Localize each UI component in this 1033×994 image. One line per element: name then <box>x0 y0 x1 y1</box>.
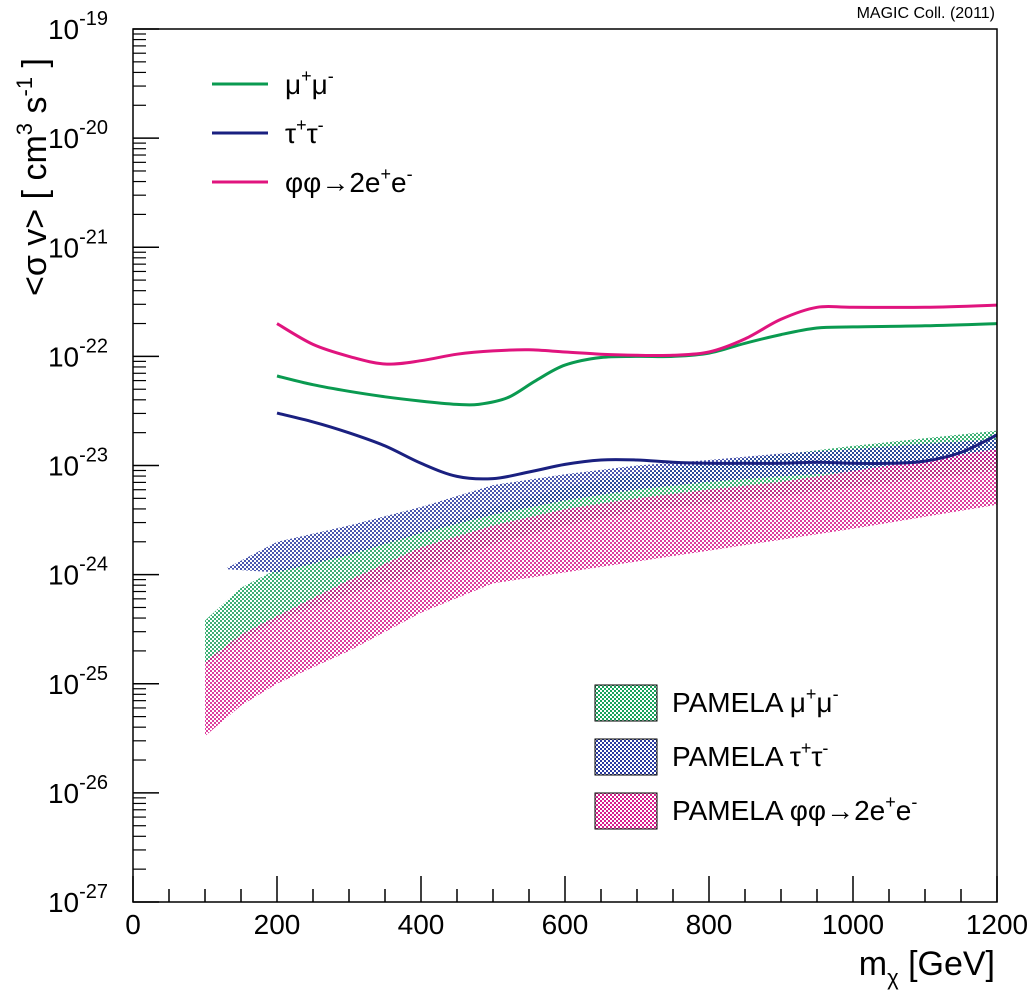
series-1-line <box>276 322 997 407</box>
y-tick-label: 10-20 <box>48 117 108 154</box>
y-tick-label: 10-21 <box>48 226 108 263</box>
x-tick-label: 1000 <box>822 909 884 940</box>
x-tick-label: 0 <box>125 909 141 940</box>
legend-label-line-1: μ+μ- <box>285 66 334 100</box>
series-2-line <box>276 411 997 481</box>
y-axis-title: <σ v> [ cm3 s-1 ] <box>12 58 54 296</box>
band-2-area <box>226 439 997 573</box>
bands-layer <box>205 430 997 737</box>
legend-label-band-2: PAMELA τ+τ- <box>672 738 828 772</box>
legend-label-band-3: PAMELA φφ→2e+e- <box>672 792 917 826</box>
lines-layer <box>276 303 997 481</box>
legend-label-band-1: PAMELA μ+μ- <box>672 684 839 718</box>
y-axis: 10-27 10-26 10-25 10-24 10-23 10-22 10-21 10-20… <box>48 8 159 918</box>
y-tick-label: 10-22 <box>48 335 108 372</box>
x-axis: 0 200 400 600 800 1000 1200 <box>125 876 1028 940</box>
legend-swatch-band-2 <box>594 738 658 776</box>
legend-label-line-3: φφ→2e+e- <box>285 164 413 198</box>
legend-swatch-band-1 <box>594 684 658 722</box>
x-tick-label: 800 <box>686 909 733 940</box>
x-tick-label: 600 <box>542 909 589 940</box>
y-tick-label: 10-23 <box>48 445 108 482</box>
band-3-area <box>205 449 997 737</box>
y-tick-label: 10-24 <box>48 554 108 591</box>
x-axis-title: mχ [GeV] <box>859 945 995 990</box>
x-tick-label: 200 <box>254 909 301 940</box>
legend-label-line-2: τ+τ- <box>285 115 324 149</box>
legend-swatch-band-3 <box>594 792 658 830</box>
y-tick-label: 10-19 <box>48 8 108 45</box>
legend-bands: PAMELA μ+μ- PAMELA τ+τ- PAMELA φφ→2e+e- <box>594 684 917 830</box>
x-tick-label: 1200 <box>966 909 1028 940</box>
series-3-line <box>276 303 997 366</box>
credit-label: MAGIC Coll. (2011) <box>857 5 995 22</box>
y-tick-label: 10-25 <box>48 663 108 700</box>
y-tick-label: 10-27 <box>48 881 108 918</box>
x-tick-label: 400 <box>398 909 445 940</box>
y-tick-label: 10-26 <box>48 772 108 809</box>
legend-lines: μ+μ-τ+τ-φφ→2e+e- <box>212 66 413 198</box>
